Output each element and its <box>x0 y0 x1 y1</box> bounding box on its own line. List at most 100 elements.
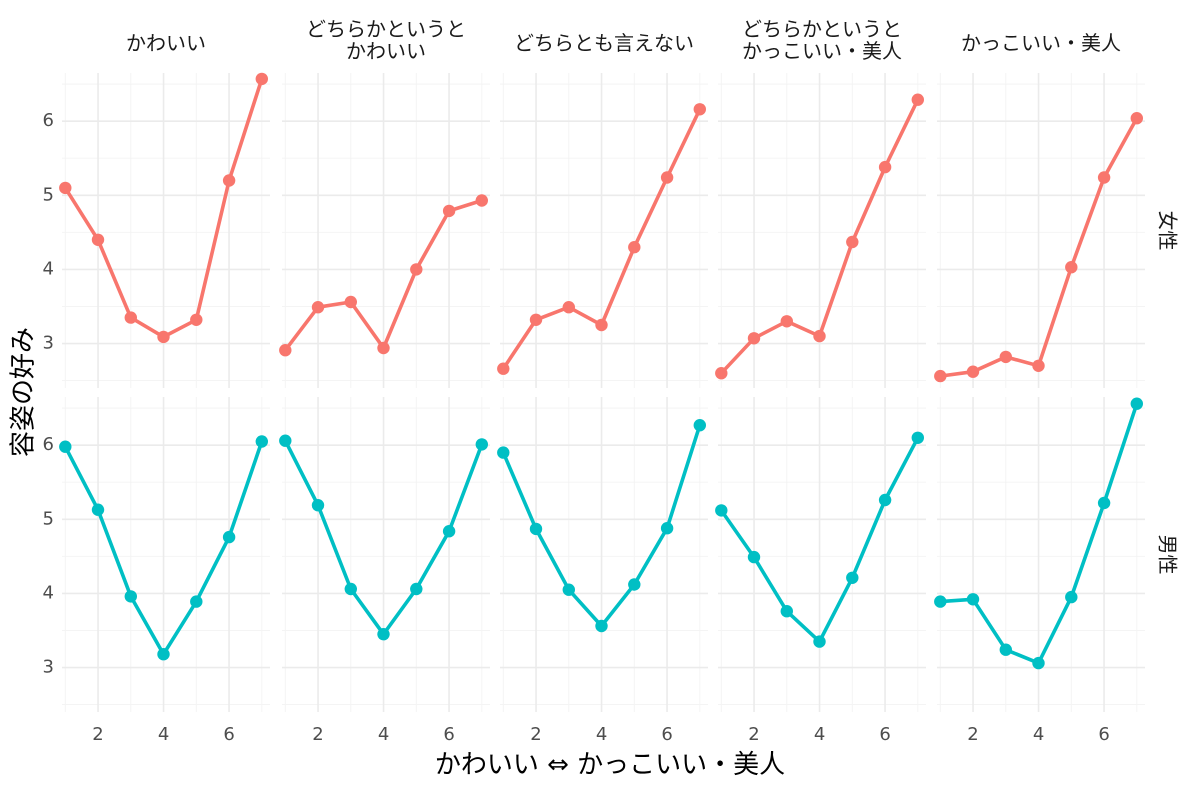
data-point <box>190 313 203 326</box>
data-point <box>660 522 674 535</box>
data-point <box>344 295 357 309</box>
y-tick-label: 6 <box>43 110 54 131</box>
data-point <box>562 583 575 596</box>
facet-column-label: どちらかというとかわいい <box>306 17 466 63</box>
data-point <box>1130 112 1144 125</box>
data-point <box>966 365 980 378</box>
facet-column-label-line: どちらかというと <box>306 17 466 41</box>
data-point <box>693 103 706 116</box>
data-point <box>966 593 980 606</box>
data-point <box>157 330 170 344</box>
x-tick-label: 2 <box>530 724 541 745</box>
data-point <box>344 582 357 596</box>
facet-column-label: かわいい <box>126 31 206 55</box>
panel-grid <box>282 397 490 712</box>
panel-series <box>715 431 924 648</box>
data-point <box>157 648 170 661</box>
data-point <box>813 329 826 343</box>
data-point <box>311 499 325 512</box>
panel-series <box>497 103 706 375</box>
data-point <box>497 362 510 375</box>
data-point <box>846 571 859 584</box>
data-point <box>562 301 575 314</box>
panel-grid <box>500 73 708 388</box>
panel-grid <box>937 73 1145 388</box>
panel-series <box>715 93 924 380</box>
x-tick-label: 4 <box>158 724 169 745</box>
data-point <box>1032 656 1045 670</box>
data-point <box>410 263 423 276</box>
data-point <box>780 605 793 618</box>
facet-column-label-line: どちらかというと <box>742 17 902 41</box>
x-tick-label: 6 <box>1098 724 1109 745</box>
y-tick-label: 4 <box>43 258 54 279</box>
data-point <box>878 493 892 507</box>
y-tick-label: 6 <box>43 434 54 455</box>
data-point <box>311 301 325 314</box>
data-point <box>628 241 641 254</box>
panel-series <box>59 72 268 344</box>
data-point <box>1065 261 1078 274</box>
data-point <box>911 93 924 106</box>
data-point <box>595 619 608 633</box>
panel-series <box>934 397 1144 670</box>
y-axis-title: 容姿の好み <box>9 327 39 457</box>
data-point <box>497 446 510 459</box>
data-point <box>934 369 947 383</box>
data-point <box>255 72 268 86</box>
y-tick-label: 3 <box>43 657 54 678</box>
data-point <box>222 530 236 544</box>
panel-grid <box>500 397 708 712</box>
data-point <box>628 578 641 591</box>
y-tick-label: 3 <box>43 333 54 354</box>
data-point <box>747 332 761 345</box>
panel-series <box>279 194 488 357</box>
data-point <box>475 194 488 207</box>
data-point <box>1097 171 1111 184</box>
data-point <box>529 522 543 536</box>
data-point <box>715 504 728 517</box>
data-point <box>91 233 105 246</box>
data-point <box>911 431 924 444</box>
panel-grid <box>282 73 490 388</box>
facet-column-label-line: どちらとも言えない <box>514 31 694 55</box>
data-point <box>255 435 268 448</box>
data-point <box>442 204 456 218</box>
data-point <box>747 550 761 564</box>
x-tick-label: 2 <box>748 724 759 745</box>
panel-grid <box>937 397 1145 712</box>
data-point <box>780 315 793 328</box>
panel-series <box>934 112 1144 383</box>
data-point <box>529 313 543 326</box>
data-point <box>475 438 488 451</box>
data-point <box>91 503 105 516</box>
x-tick-label: 6 <box>661 724 672 745</box>
facet-column-label-line: かわいい <box>126 31 206 55</box>
x-tick-label: 4 <box>378 724 389 745</box>
panel-series <box>59 435 268 661</box>
x-tick-label: 6 <box>223 724 234 745</box>
facet-column-label-line: かっこいい・美人 <box>961 31 1121 55</box>
data-point <box>1097 496 1111 510</box>
data-point <box>442 525 456 538</box>
data-point <box>190 595 203 608</box>
panel-series <box>279 434 488 641</box>
facet-column-label: どちらかというとかっこいい・美人 <box>742 17 902 63</box>
facet-column-label: かっこいい・美人 <box>961 31 1121 55</box>
x-tick-label: 4 <box>814 724 825 745</box>
data-point <box>660 171 674 184</box>
y-tick-label: 5 <box>43 184 54 205</box>
x-tick-label: 4 <box>596 724 607 745</box>
facet-column-label-line: かわいい <box>346 39 426 63</box>
facet-row-label: 男性 <box>1156 535 1180 575</box>
facet-column-label: どちらとも言えない <box>514 31 694 55</box>
data-point <box>377 628 390 641</box>
data-point <box>124 311 137 324</box>
data-point <box>1130 397 1144 410</box>
y-tick-label: 4 <box>43 582 54 603</box>
x-tick-label: 2 <box>92 724 103 745</box>
data-point <box>846 235 859 249</box>
x-axis-title: かわいい ⇔ かっこいい・美人 <box>435 750 785 780</box>
